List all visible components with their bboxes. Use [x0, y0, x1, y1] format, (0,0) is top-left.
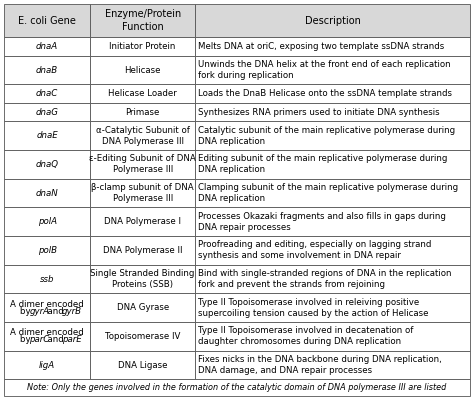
Text: dnaG: dnaG [36, 108, 59, 117]
Text: Editing subunit of the main replicative polymerase during
DNA replication: Editing subunit of the main replicative … [198, 154, 447, 174]
Text: dnaA: dnaA [36, 42, 58, 51]
Text: A dimer encoded: A dimer encoded [10, 328, 84, 338]
Text: Processes Okazaki fragments and also fills in gaps during
DNA repair processes: Processes Okazaki fragments and also fil… [198, 212, 446, 232]
Bar [195, 37, 470, 56]
Text: Fixes nicks in the DNA backbone during DNA replication,
DNA damage, and DNA repa: Fixes nicks in the DNA backbone during D… [198, 355, 442, 375]
Text: Melts DNA at oriC, exposing two template ssDNA strands: Melts DNA at oriC, exposing two template… [198, 42, 444, 51]
Text: parE: parE [62, 335, 82, 344]
Text: polA: polA [37, 217, 56, 226]
Text: E. coli Gene: E. coli Gene [18, 16, 76, 26]
Text: gyrB: gyrB [62, 307, 82, 316]
Text: ligA: ligA [39, 360, 55, 370]
Bar [4, 56, 90, 84]
Text: Description: Description [305, 16, 360, 26]
Text: Note: Only the genes involved in the formation of the catalytic domain of DNA po: Note: Only the genes involved in the for… [27, 383, 447, 392]
Text: DNA Ligase: DNA Ligase [118, 360, 167, 370]
Bar [90, 150, 195, 179]
Text: Clamping subunit of the main replicative polymerase during
DNA replication: Clamping subunit of the main replicative… [198, 183, 458, 203]
Text: by: by [20, 335, 33, 344]
Bar [195, 207, 470, 236]
Text: ε-Editing Subunit of DNA
Polymerase III: ε-Editing Subunit of DNA Polymerase III [89, 154, 196, 174]
Text: DNA Polymerase I: DNA Polymerase I [104, 217, 181, 226]
Text: Bind with single-stranded regions of DNA in the replication
fork and prevent the: Bind with single-stranded regions of DNA… [198, 269, 452, 289]
Text: and: and [42, 307, 67, 316]
Bar [4, 293, 90, 322]
Bar [90, 179, 195, 207]
Text: Loads the DnaB Helicase onto the ssDNA template strands: Loads the DnaB Helicase onto the ssDNA t… [198, 89, 452, 98]
Bar [90, 322, 195, 351]
Text: DNA Polymerase II: DNA Polymerase II [103, 246, 182, 255]
Text: Topoisomerase IV: Topoisomerase IV [105, 332, 180, 341]
Bar [4, 103, 90, 122]
Text: dnaC: dnaC [36, 89, 58, 98]
Bar [4, 351, 90, 379]
Text: α-Catalytic Subunit of
DNA Polymerase III: α-Catalytic Subunit of DNA Polymerase II… [96, 126, 190, 146]
Text: Enzyme/Protein
Function: Enzyme/Protein Function [104, 10, 181, 32]
Bar [195, 84, 470, 103]
Bar [90, 37, 195, 56]
Text: parC: parC [29, 335, 50, 344]
Bar [4, 179, 90, 207]
Bar [90, 293, 195, 322]
Bar [195, 103, 470, 122]
Text: dnaB: dnaB [36, 66, 58, 75]
Bar [195, 56, 470, 84]
Bar [90, 265, 195, 293]
Text: Synthesizes RNA primers used to initiate DNA synthesis: Synthesizes RNA primers used to initiate… [198, 108, 440, 117]
Bar [90, 207, 195, 236]
Bar [195, 293, 470, 322]
Bar [195, 4, 470, 37]
Bar [90, 351, 195, 379]
Bar [195, 150, 470, 179]
Text: Primase: Primase [126, 108, 160, 117]
Text: Initiator Protein: Initiator Protein [109, 42, 176, 51]
Bar [4, 150, 90, 179]
Bar [4, 4, 90, 37]
Text: Proofreading and editing, especially on lagging strand
synthesis and some involv: Proofreading and editing, especially on … [198, 240, 431, 260]
Bar [195, 236, 470, 265]
Text: dnaQ: dnaQ [36, 160, 59, 169]
Text: Type II Topoisomerase involved in decatenation of
daughter chromosomes during DN: Type II Topoisomerase involved in decate… [198, 326, 413, 346]
Text: Single Stranded Binding
Proteins (SSB): Single Stranded Binding Proteins (SSB) [91, 269, 195, 289]
Text: Type II Topoisomerase involved in releiving positive
supercoiling tension caused: Type II Topoisomerase involved in releiv… [198, 298, 428, 318]
Text: polB: polB [37, 246, 56, 255]
Text: Helicase: Helicase [124, 66, 161, 75]
Bar [90, 103, 195, 122]
Bar [4, 322, 90, 351]
Text: Catalytic subunit of the main replicative polymerase during
DNA replication: Catalytic subunit of the main replicativ… [198, 126, 455, 146]
Text: by: by [20, 307, 33, 316]
Text: gyrA: gyrA [29, 307, 49, 316]
Bar [195, 351, 470, 379]
Text: Unwinds the DNA helix at the front end of each replication
fork during replicati: Unwinds the DNA helix at the front end o… [198, 60, 451, 80]
Bar [195, 322, 470, 351]
Bar [195, 265, 470, 293]
Text: Helicase Loader: Helicase Loader [108, 89, 177, 98]
Bar [4, 236, 90, 265]
Text: and: and [42, 335, 67, 344]
Text: DNA Gyrase: DNA Gyrase [117, 303, 169, 312]
Bar [4, 122, 90, 150]
Bar [90, 122, 195, 150]
Bar [4, 265, 90, 293]
Bar [4, 379, 470, 396]
Bar [90, 84, 195, 103]
Text: A dimer encoded: A dimer encoded [10, 300, 84, 309]
Bar [90, 236, 195, 265]
Text: dnaN: dnaN [36, 188, 58, 198]
Bar [90, 56, 195, 84]
Bar [90, 4, 195, 37]
Bar [195, 122, 470, 150]
Text: β-clamp subunit of DNA
Polymerase III: β-clamp subunit of DNA Polymerase III [91, 183, 194, 203]
Text: ssb: ssb [40, 274, 55, 284]
Bar [4, 84, 90, 103]
Bar [4, 207, 90, 236]
Bar [195, 179, 470, 207]
Text: dnaE: dnaE [36, 131, 58, 140]
Bar [4, 37, 90, 56]
